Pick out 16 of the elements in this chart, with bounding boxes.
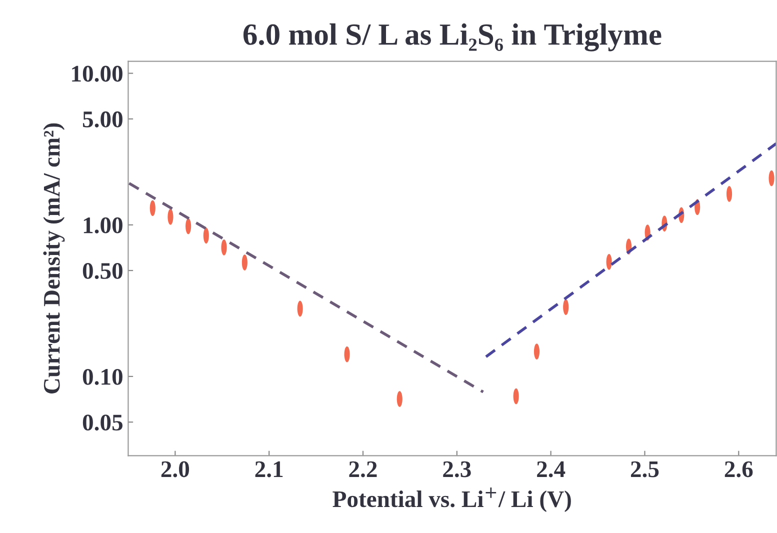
y-tick-label: 0.50 [82,263,122,280]
x-tick-label: 2.0 [161,461,190,478]
x-tick-label: 2.2 [349,461,377,478]
x-axis-title: Potential vs. Li$^{+}$/ Li (V) [332,488,571,512]
y-tick-label: 10.00 [72,66,122,82]
x-tick-label: 2.4 [537,461,566,478]
y-tick-label: 1.00 [84,217,122,234]
x-tick-label: 2.5 [630,461,659,478]
y-tick-label: 0.10 [82,368,122,385]
y-axis-title: Current Density (mA/ cm²) [43,123,65,394]
chart-title: 6.0 mol S/ L as Li₂S₆ in Triglyme [243,23,662,52]
x-tick-label: 2.1 [255,461,283,478]
y-tick-label: 0.05 [82,414,122,431]
x-tick-label: 2.6 [724,461,753,478]
x-tick-label: 2.3 [443,461,471,478]
y-tick-label: 5.00 [82,111,122,128]
